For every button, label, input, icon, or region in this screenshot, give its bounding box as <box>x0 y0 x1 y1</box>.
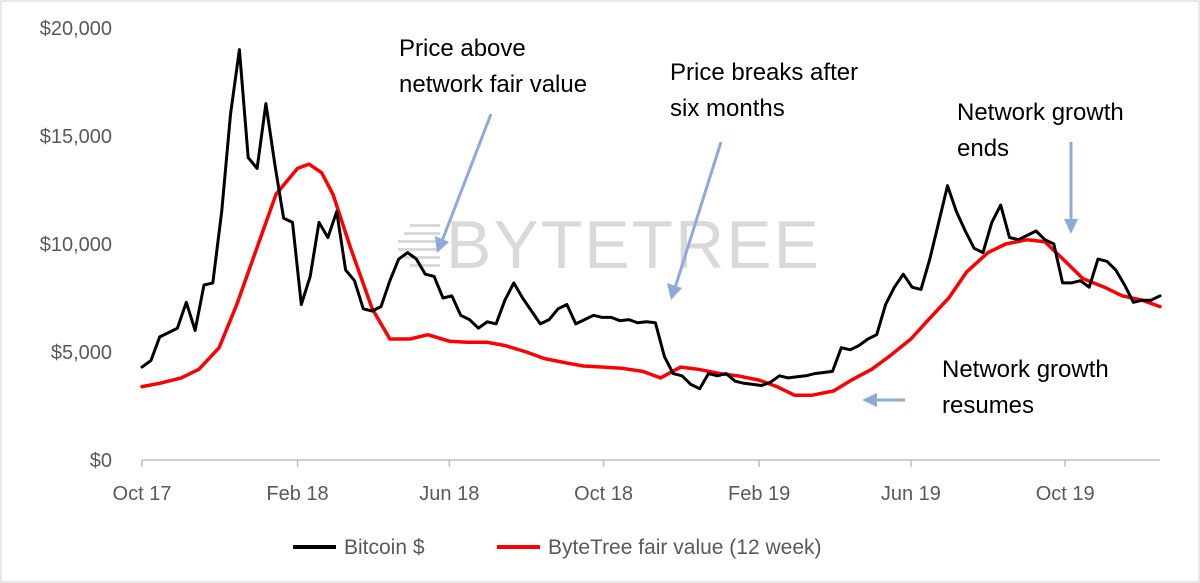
legend-label: Bitcoin $ <box>344 536 425 559</box>
y-tick-label: $0 <box>90 450 112 472</box>
legend: Bitcoin $ ByteTree fair value (12 week) <box>293 536 822 559</box>
annotation-price-breaks: Price breaks after six months <box>670 59 865 122</box>
watermark: BYTETREE <box>398 207 821 283</box>
arrow-price-breaks <box>667 141 723 300</box>
arrow-price-above <box>435 113 493 253</box>
series-line-bitcoin <box>140 48 1162 391</box>
y-axis: $0 $5,000 $10,000 $15,000 $20,000 <box>40 18 112 472</box>
x-tick-label: Oct 17 <box>113 483 172 505</box>
annotation-growth-resumes: Network growth resumes <box>942 356 1115 419</box>
x-tick-label: Oct 18 <box>574 483 633 505</box>
annotation-line: Network growth <box>957 99 1124 126</box>
annotation-arrows <box>435 113 1078 407</box>
annotation-line: six months <box>670 95 785 122</box>
legend-item-fair-value: ByteTree fair value (12 week) <box>497 536 822 559</box>
annotation-line: Price breaks after <box>670 59 858 86</box>
x-tick-label: Feb 18 <box>266 483 328 505</box>
y-tick-label: $15,000 <box>40 126 112 148</box>
watermark-logo-icon <box>398 224 440 267</box>
arrow-growth-ends <box>1064 142 1078 234</box>
annotation-line: Network growth <box>942 356 1109 383</box>
y-tick-label: $10,000 <box>40 234 112 256</box>
annotation-line: ends <box>957 135 1009 162</box>
legend-label: ByteTree fair value (12 week) <box>548 536 822 559</box>
watermark-text: BYTETREE <box>446 207 821 283</box>
x-tick-label: Jun 18 <box>419 483 479 505</box>
annotations: Price above network fair value Price bre… <box>399 35 1130 419</box>
y-tick-label: $5,000 <box>51 342 112 364</box>
y-tick-label: $20,000 <box>40 18 112 40</box>
annotation-line: Price above <box>399 35 526 62</box>
annotation-line: resumes <box>942 392 1034 419</box>
annotation-growth-ends: Network growth ends <box>957 99 1130 162</box>
x-tick-label: Feb 19 <box>728 483 790 505</box>
arrow-growth-resumes <box>862 393 905 407</box>
annotation-price-above: Price above network fair value <box>399 35 587 98</box>
legend-item-bitcoin: Bitcoin $ <box>293 536 425 559</box>
x-axis: Oct 17 Feb 18 Jun 18 Oct 18 Feb 19 Jun 19 Oct … <box>113 459 1160 505</box>
series-line-fair-value <box>140 162 1162 397</box>
x-tick-label: Jun 19 <box>881 483 941 505</box>
x-tick-label: Oct 19 <box>1036 483 1095 505</box>
annotation-line: network fair value <box>399 71 587 98</box>
series-layer <box>140 48 1162 397</box>
